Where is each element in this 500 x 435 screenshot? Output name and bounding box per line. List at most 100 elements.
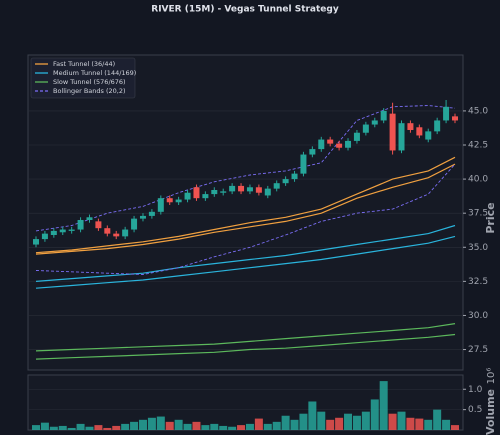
volume-bar bbox=[361, 411, 370, 430]
volume-bar bbox=[219, 425, 228, 430]
volume-bar bbox=[299, 413, 308, 430]
volume-bar bbox=[433, 409, 442, 430]
volume-bar bbox=[138, 419, 147, 430]
volume-bar bbox=[228, 426, 237, 430]
volume-bar bbox=[245, 423, 254, 430]
volume-bar bbox=[442, 419, 451, 430]
candle-body bbox=[452, 116, 458, 121]
volume-bar bbox=[130, 421, 139, 430]
volume-bar bbox=[317, 411, 326, 430]
y-tick-label: 1.0 bbox=[468, 385, 483, 395]
candle-body bbox=[113, 233, 120, 237]
volume-bar bbox=[406, 417, 415, 430]
candle-body bbox=[327, 139, 334, 144]
volume-offset-label: 10⁶ bbox=[486, 368, 497, 385]
candle-body bbox=[416, 127, 423, 136]
legend-label: Bollinger Bands (20,2) bbox=[53, 87, 126, 95]
line-lower bbox=[35, 163, 456, 255]
candle-body bbox=[41, 233, 48, 240]
candle-body bbox=[131, 218, 138, 230]
line-upper bbox=[35, 156, 456, 254]
y-tick-label: 32.5 bbox=[468, 277, 488, 287]
volume-bar bbox=[201, 425, 210, 430]
y-tick-label: 37.5 bbox=[468, 209, 488, 219]
candle-body bbox=[33, 239, 39, 245]
candle-body bbox=[157, 198, 164, 212]
candle-body bbox=[443, 106, 450, 121]
line-upper bbox=[35, 224, 456, 282]
chart-title: RIVER (15M) - Vegas Tunnel Strategy bbox=[151, 5, 339, 15]
candle-body bbox=[255, 187, 262, 193]
volume-bar bbox=[379, 381, 388, 430]
volume-bar bbox=[290, 419, 299, 430]
volume-bar bbox=[183, 423, 192, 430]
candle-body bbox=[264, 188, 271, 196]
candle-body bbox=[336, 143, 343, 148]
volume-bar bbox=[49, 426, 58, 430]
candle-body bbox=[362, 124, 369, 133]
y-tick-label: 42.5 bbox=[468, 141, 488, 151]
candle-body bbox=[282, 179, 289, 184]
candle-body bbox=[50, 230, 57, 235]
volume-bar bbox=[237, 425, 246, 430]
candle-body bbox=[202, 194, 209, 199]
volume-axis-label: Volume bbox=[484, 389, 497, 435]
volume-bar bbox=[103, 427, 112, 430]
candle-body bbox=[300, 154, 307, 174]
candle-body bbox=[318, 139, 325, 150]
volume-bar bbox=[76, 423, 85, 430]
volume-bar bbox=[397, 411, 406, 430]
volume-bar bbox=[254, 418, 263, 430]
y-tick-label: 27.5 bbox=[468, 345, 488, 355]
candle-body bbox=[238, 185, 245, 192]
volume-bar bbox=[121, 423, 130, 430]
candle-body bbox=[398, 123, 405, 151]
volume-bar bbox=[58, 425, 67, 430]
candle-body bbox=[291, 173, 298, 180]
volume-bar bbox=[451, 425, 459, 430]
volume-bar bbox=[424, 419, 433, 430]
y-axis-label: Price bbox=[484, 202, 497, 233]
candle-body bbox=[371, 120, 378, 125]
candle-body bbox=[59, 229, 66, 233]
volume-bar bbox=[112, 425, 121, 430]
volume-bar bbox=[272, 421, 281, 430]
candle-body bbox=[309, 149, 316, 155]
candle-body bbox=[148, 211, 155, 216]
candle-body bbox=[166, 198, 173, 203]
candle-body bbox=[407, 123, 414, 130]
y-tick-label: 30.0 bbox=[468, 311, 488, 321]
volume-bar bbox=[40, 422, 49, 430]
candle-body bbox=[139, 215, 146, 219]
y-tick-label: 0.5 bbox=[468, 405, 482, 415]
volume-bar bbox=[147, 417, 156, 430]
volume-bar bbox=[85, 426, 94, 430]
candle-body bbox=[95, 221, 102, 229]
candle-body bbox=[68, 229, 75, 231]
volume-bar bbox=[32, 425, 40, 430]
volume-bar bbox=[156, 416, 165, 430]
volume-bar bbox=[281, 415, 290, 430]
candle-body bbox=[175, 199, 182, 203]
candle-body bbox=[220, 191, 227, 193]
candle-body bbox=[104, 228, 111, 234]
volume-bar bbox=[335, 417, 344, 430]
volume-bar bbox=[388, 413, 397, 430]
legend-label: Fast Tunnel (36/44) bbox=[53, 60, 115, 68]
candle-body bbox=[353, 132, 360, 141]
line-upper bbox=[35, 323, 456, 352]
volume-bar bbox=[210, 423, 219, 430]
candle-body bbox=[193, 187, 200, 199]
volume-bar bbox=[352, 415, 361, 430]
legend-box bbox=[30, 57, 136, 99]
y-tick-label: 45.0 bbox=[468, 106, 488, 116]
line-lower bbox=[35, 333, 456, 360]
y-tick-label: 40.0 bbox=[468, 175, 488, 185]
candle-body bbox=[345, 140, 352, 148]
volume-bar bbox=[174, 419, 183, 430]
volume-bar bbox=[67, 427, 76, 430]
candle-body bbox=[86, 217, 93, 220]
candle-body bbox=[380, 110, 387, 121]
volume-bar bbox=[308, 401, 317, 430]
